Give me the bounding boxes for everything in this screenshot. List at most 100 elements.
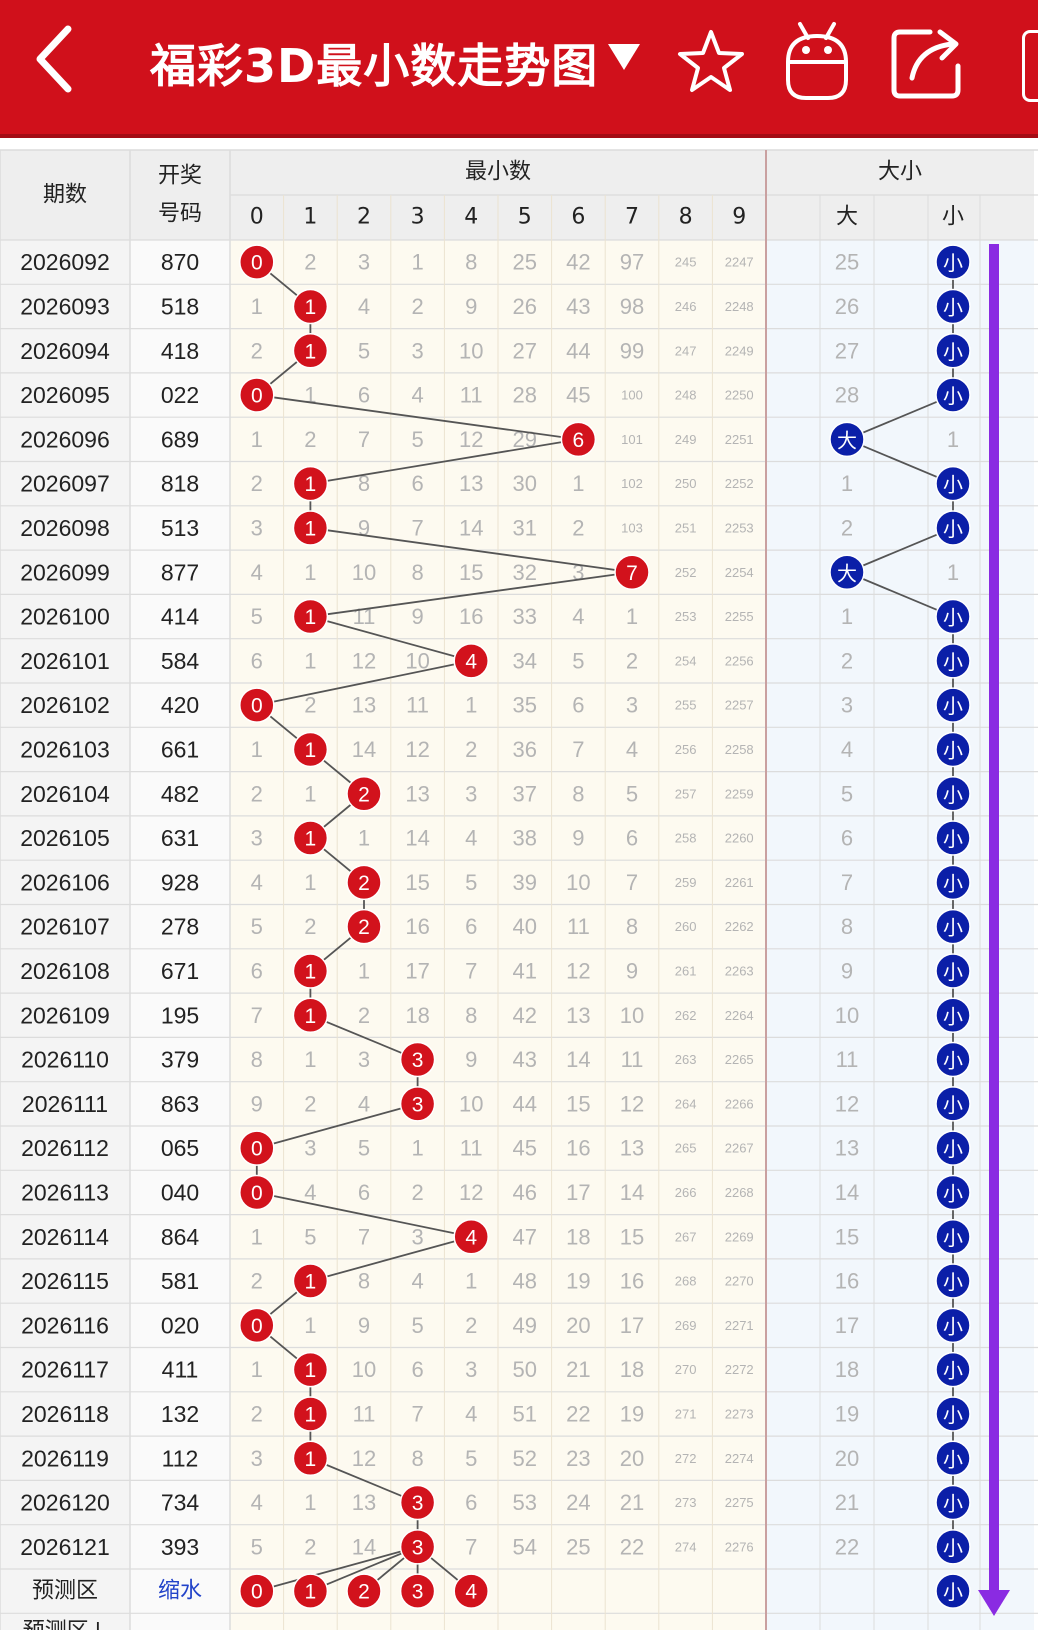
small-ball[interactable]: 小	[935, 687, 971, 723]
small-ball[interactable]: 小	[935, 1219, 971, 1255]
small-ball[interactable]: 小	[935, 1307, 971, 1344]
big-miss-value: 9	[841, 958, 853, 983]
miss-value: 249	[675, 432, 697, 447]
share-icon[interactable]	[890, 26, 968, 100]
min-number-ball[interactable]: 1	[292, 598, 329, 635]
min-number-ball[interactable]: 4	[453, 643, 489, 679]
more-icon[interactable]	[1022, 30, 1038, 102]
android-robot-icon[interactable]	[782, 18, 852, 102]
small-ball[interactable]: 小	[935, 731, 971, 768]
small-ball[interactable]: 小	[935, 1130, 971, 1166]
small-ball[interactable]: 小	[935, 1263, 971, 1299]
small-ball[interactable]: 小	[935, 1351, 971, 1388]
small-ball[interactable]: 小	[935, 953, 971, 989]
min-number-ball[interactable]: 3	[399, 1484, 436, 1521]
min-number-ball[interactable]: 4	[453, 1219, 489, 1255]
miss-value: 2254	[725, 565, 754, 580]
predict-ball[interactable]: 1	[292, 1573, 329, 1609]
min-number-ball[interactable]: 0	[239, 1174, 275, 1211]
small-ball[interactable]: 小	[935, 864, 971, 901]
min-number-ball[interactable]: 1	[292, 465, 329, 502]
min-number-ball[interactable]: 1	[292, 288, 329, 325]
min-number-ball[interactable]: 2	[346, 776, 382, 812]
big-miss-value: 1	[841, 471, 853, 496]
small-ball[interactable]: 小	[935, 1529, 971, 1565]
small-ball[interactable]: 小	[935, 465, 971, 502]
svg-text:0: 0	[251, 1182, 263, 1205]
small-ball[interactable]: 小	[935, 776, 971, 812]
min-number-ball[interactable]: 1	[292, 820, 329, 856]
min-number-ball[interactable]: 6	[560, 421, 597, 458]
min-number-ball[interactable]: 1	[292, 1351, 329, 1388]
small-ball[interactable]: 小	[935, 377, 971, 413]
min-number-ball[interactable]: 1	[292, 953, 329, 989]
miss-value: 12	[620, 1091, 644, 1116]
min-number-ball[interactable]: 0	[239, 244, 275, 280]
predict-ball[interactable]: 0	[239, 1573, 275, 1609]
dropdown-arrow-icon[interactable]	[606, 40, 642, 74]
small-ball[interactable]: 小	[935, 1174, 971, 1211]
miss-value: 6	[358, 383, 370, 408]
min-number-ball[interactable]: 3	[399, 1086, 436, 1122]
min-number-ball[interactable]: 1	[292, 510, 329, 546]
col-header-digit-6: 6	[571, 205, 585, 230]
shrink-link[interactable]: 缩水	[158, 1579, 202, 1604]
small-ball[interactable]: 小	[935, 1086, 971, 1122]
small-ball[interactable]: 小	[935, 1396, 971, 1432]
small-ball[interactable]: 小	[935, 908, 971, 945]
min-number-ball[interactable]: 1	[292, 333, 329, 369]
predict-ball[interactable]: 3	[399, 1573, 436, 1609]
issue-cell: 2026109	[20, 1002, 110, 1028]
min-number-ball[interactable]: 1	[292, 1396, 329, 1432]
min-number-ball[interactable]: 3	[399, 1041, 436, 1078]
svg-text:1: 1	[305, 1005, 317, 1028]
min-number-ball[interactable]: 0	[239, 1307, 275, 1344]
small-ball[interactable]: 小	[935, 1440, 971, 1476]
predict-ball[interactable]: 2	[346, 1573, 382, 1609]
miss-value: 97	[620, 250, 644, 275]
min-number-ball[interactable]: 1	[292, 1440, 329, 1476]
min-number-ball[interactable]: 2	[346, 864, 382, 901]
small-ball[interactable]: 小	[935, 1484, 971, 1521]
draw-number-cell: 020	[161, 1312, 199, 1338]
small-ball[interactable]: 小	[935, 244, 971, 280]
miss-value: 51	[513, 1401, 537, 1426]
min-number-ball[interactable]: 0	[239, 377, 275, 413]
min-number-ball[interactable]: 2	[346, 908, 382, 945]
big-ball[interactable]: 大	[829, 421, 865, 458]
small-ball[interactable]: 小	[935, 598, 971, 635]
predict-size-ball[interactable]: 小	[935, 1573, 971, 1609]
small-ball[interactable]: 小	[935, 333, 971, 369]
small-ball[interactable]: 小	[935, 997, 971, 1033]
min-number-ball[interactable]: 1	[292, 731, 329, 768]
issue-cell: 2026114	[21, 1224, 109, 1250]
miss-value: 12	[566, 958, 590, 983]
page-title[interactable]: 福彩3D最小数走势图	[150, 39, 599, 93]
back-icon[interactable]	[30, 24, 80, 94]
min-number-ball[interactable]: 3	[399, 1529, 436, 1565]
small-ball[interactable]: 小	[935, 510, 971, 546]
predict-ball[interactable]: 4	[453, 1573, 489, 1609]
big-miss-value: 13	[835, 1136, 859, 1161]
issue-cell: 2026112	[21, 1135, 109, 1161]
small-ball[interactable]: 小	[935, 820, 971, 856]
min-number-ball[interactable]: 0	[239, 687, 275, 723]
min-number-ball[interactable]: 0	[239, 1130, 275, 1166]
miss-value: 1	[304, 781, 316, 806]
issue-cell: 2026120	[20, 1490, 110, 1516]
miss-value: 2269	[725, 1229, 754, 1244]
miss-value: 2	[304, 914, 316, 939]
miss-value: 2	[626, 648, 638, 673]
min-number-ball[interactable]: 7	[614, 554, 650, 590]
small-ball[interactable]: 小	[935, 1041, 971, 1078]
miss-value: 99	[620, 338, 644, 363]
small-ball[interactable]: 小	[935, 288, 971, 325]
big-ball[interactable]: 大	[829, 554, 865, 590]
small-ball[interactable]: 小	[935, 643, 971, 679]
miss-value: 2	[304, 1091, 316, 1116]
big-miss-value: 8	[841, 914, 853, 939]
min-number-ball[interactable]: 1	[292, 997, 329, 1033]
miss-value: 38	[513, 826, 537, 851]
min-number-ball[interactable]: 1	[292, 1263, 329, 1299]
star-icon[interactable]	[676, 28, 746, 94]
